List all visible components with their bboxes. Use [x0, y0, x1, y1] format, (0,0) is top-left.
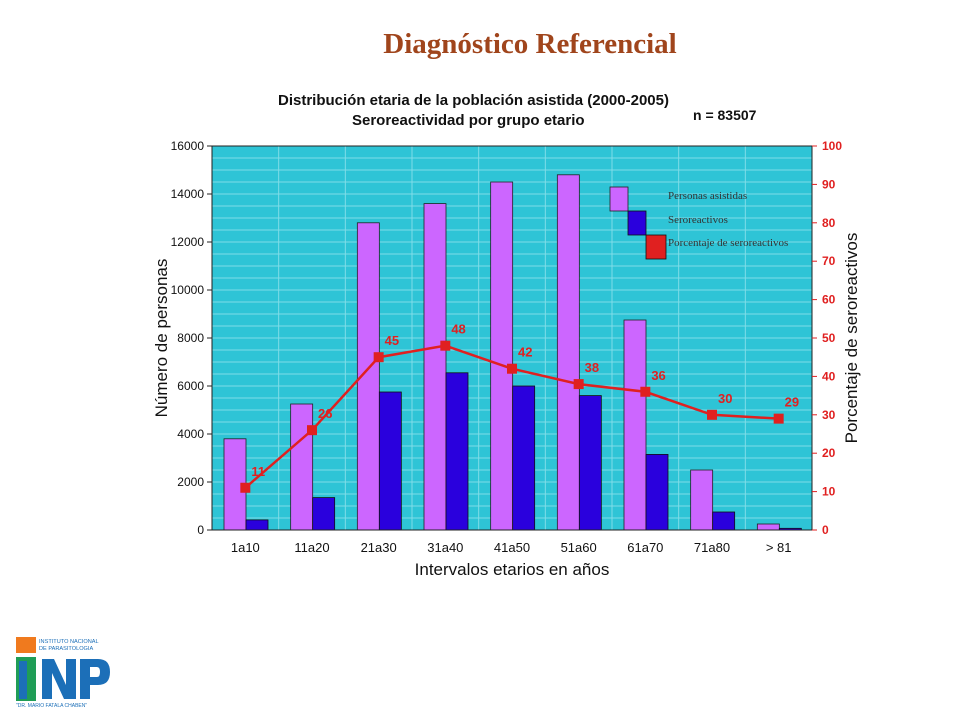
- inp-logo: INSTITUTO NACIONAL DE PARASITOLOGIA "DR.…: [16, 637, 110, 709]
- logo-letter-i: [19, 661, 27, 699]
- y-tick-right: 70: [822, 254, 836, 268]
- y-tick-left: 0: [197, 523, 204, 537]
- data-label-4: 42: [518, 345, 532, 360]
- y-tick-right: 20: [822, 446, 836, 460]
- legend-label-0: Personas asistidas: [668, 190, 747, 202]
- y-tick-right: 50: [822, 331, 836, 345]
- line-marker-1: [307, 425, 317, 436]
- bar-seroreactivos-1: [312, 497, 336, 531]
- data-label-3: 48: [451, 322, 465, 337]
- bar-personas-4: [490, 181, 514, 531]
- bar-seroreactivos-3: [445, 372, 469, 531]
- percentage-line: 11 26 45 48 42 38 36 30 29: [240, 322, 799, 493]
- bar-seroreactivos-7: [712, 511, 736, 531]
- y-tick-right: 30: [822, 408, 836, 422]
- bar-personas-7: [690, 469, 714, 531]
- data-label-8: 29: [785, 395, 799, 410]
- line-marker-6: [640, 386, 651, 397]
- x-axis-title: Intervalos etarios en años: [415, 560, 610, 579]
- chart-title-line2: Seroreactividad por grupo etario: [352, 112, 585, 129]
- bar-personas-8: [756, 523, 780, 531]
- x-tick: > 81: [766, 540, 792, 555]
- x-tick: 71a80: [694, 540, 730, 555]
- legend-label-1: Seroreactivos: [668, 214, 728, 226]
- logo-letter-n: [42, 659, 76, 699]
- y-tick-left: 6000: [177, 379, 204, 393]
- line-marker-4: [507, 363, 517, 374]
- y-tick-left: 16000: [171, 139, 205, 153]
- y-tick-right: 40: [822, 369, 836, 383]
- bar-seroreactivos-6: [645, 453, 669, 531]
- y-tick-right: 100: [822, 139, 842, 153]
- y-tick-right: 80: [822, 216, 836, 230]
- x-tick: 61a70: [627, 540, 663, 555]
- x-tick: 51a60: [561, 540, 597, 555]
- legend-swatch-personas: [609, 186, 629, 212]
- logo-letter-p: [80, 659, 110, 699]
- bar-personas-1: [290, 403, 314, 531]
- x-tick: 11a20: [294, 540, 329, 555]
- y-tick-left: 12000: [171, 235, 205, 249]
- y-tick-right: 60: [822, 293, 836, 307]
- data-label-5: 38: [585, 360, 599, 375]
- x-tick: 1a10: [231, 540, 260, 555]
- line-marker-7: [707, 409, 717, 420]
- legend-label-2: Porcentaje de seroreactivos: [668, 237, 788, 249]
- y-axis-title-right: Porcentaje de seroreactivos: [842, 233, 861, 444]
- y-tick-left: 4000: [177, 427, 204, 441]
- bar-seroreactivos-5: [578, 395, 602, 531]
- n-annotation: n = 83507: [693, 107, 757, 123]
- bar-personas-5: [556, 174, 580, 531]
- bar-seroreactivos-4: [512, 385, 536, 531]
- logo-text-line2: DE PARASITOLOGIA: [39, 646, 93, 652]
- line-marker-8: [773, 413, 784, 424]
- data-label-1: 26: [318, 406, 332, 421]
- data-label-6: 36: [651, 368, 665, 383]
- y-tick-left: 10000: [171, 283, 205, 297]
- y-tick-right: 0: [822, 523, 829, 537]
- x-tick: 21a30: [361, 540, 397, 555]
- logo-text-line3: "DR. MARIO FATALA CHABEN": [16, 703, 87, 709]
- data-label-7: 30: [718, 391, 732, 406]
- data-label-0: 11: [251, 464, 265, 479]
- logo-text-line1: INSTITUTO NACIONAL: [39, 639, 99, 645]
- legend: Personas asistidas Seroreactivos Porcentaj…: [609, 186, 788, 260]
- bar-personas-3: [423, 203, 447, 531]
- legend-swatch-porcentaje: [645, 234, 667, 260]
- x-tick: 41a50: [494, 540, 530, 555]
- x-tick: 31a40: [427, 540, 463, 555]
- legend-swatch-seroreactivos: [627, 210, 647, 236]
- chart-title-line1: Distribución etaria de la población asis…: [278, 92, 669, 109]
- bar-seroreactivos-2: [378, 391, 402, 531]
- y-tick-right: 90: [822, 177, 836, 191]
- bar-personas-6: [623, 319, 647, 531]
- axes: 0 2000 4000 6000 8000 10000 12000 14000 16000 0 10…: [171, 139, 843, 555]
- y-axis-title-left: Número de personas: [152, 259, 171, 418]
- bar-seroreactivos-0: [245, 519, 269, 531]
- line-marker-3: [440, 340, 451, 351]
- y-tick-right: 10: [822, 485, 836, 499]
- slide-title: Diagnóstico Referencial: [383, 28, 677, 60]
- line-marker-0: [240, 482, 251, 493]
- logo-mark-orange: [16, 637, 36, 653]
- y-tick-left: 2000: [177, 475, 204, 489]
- line-marker-5: [573, 379, 584, 390]
- y-tick-left: 8000: [177, 331, 204, 345]
- data-label-2: 45: [385, 333, 399, 348]
- line-marker-2: [373, 352, 384, 363]
- y-tick-left: 14000: [171, 187, 205, 201]
